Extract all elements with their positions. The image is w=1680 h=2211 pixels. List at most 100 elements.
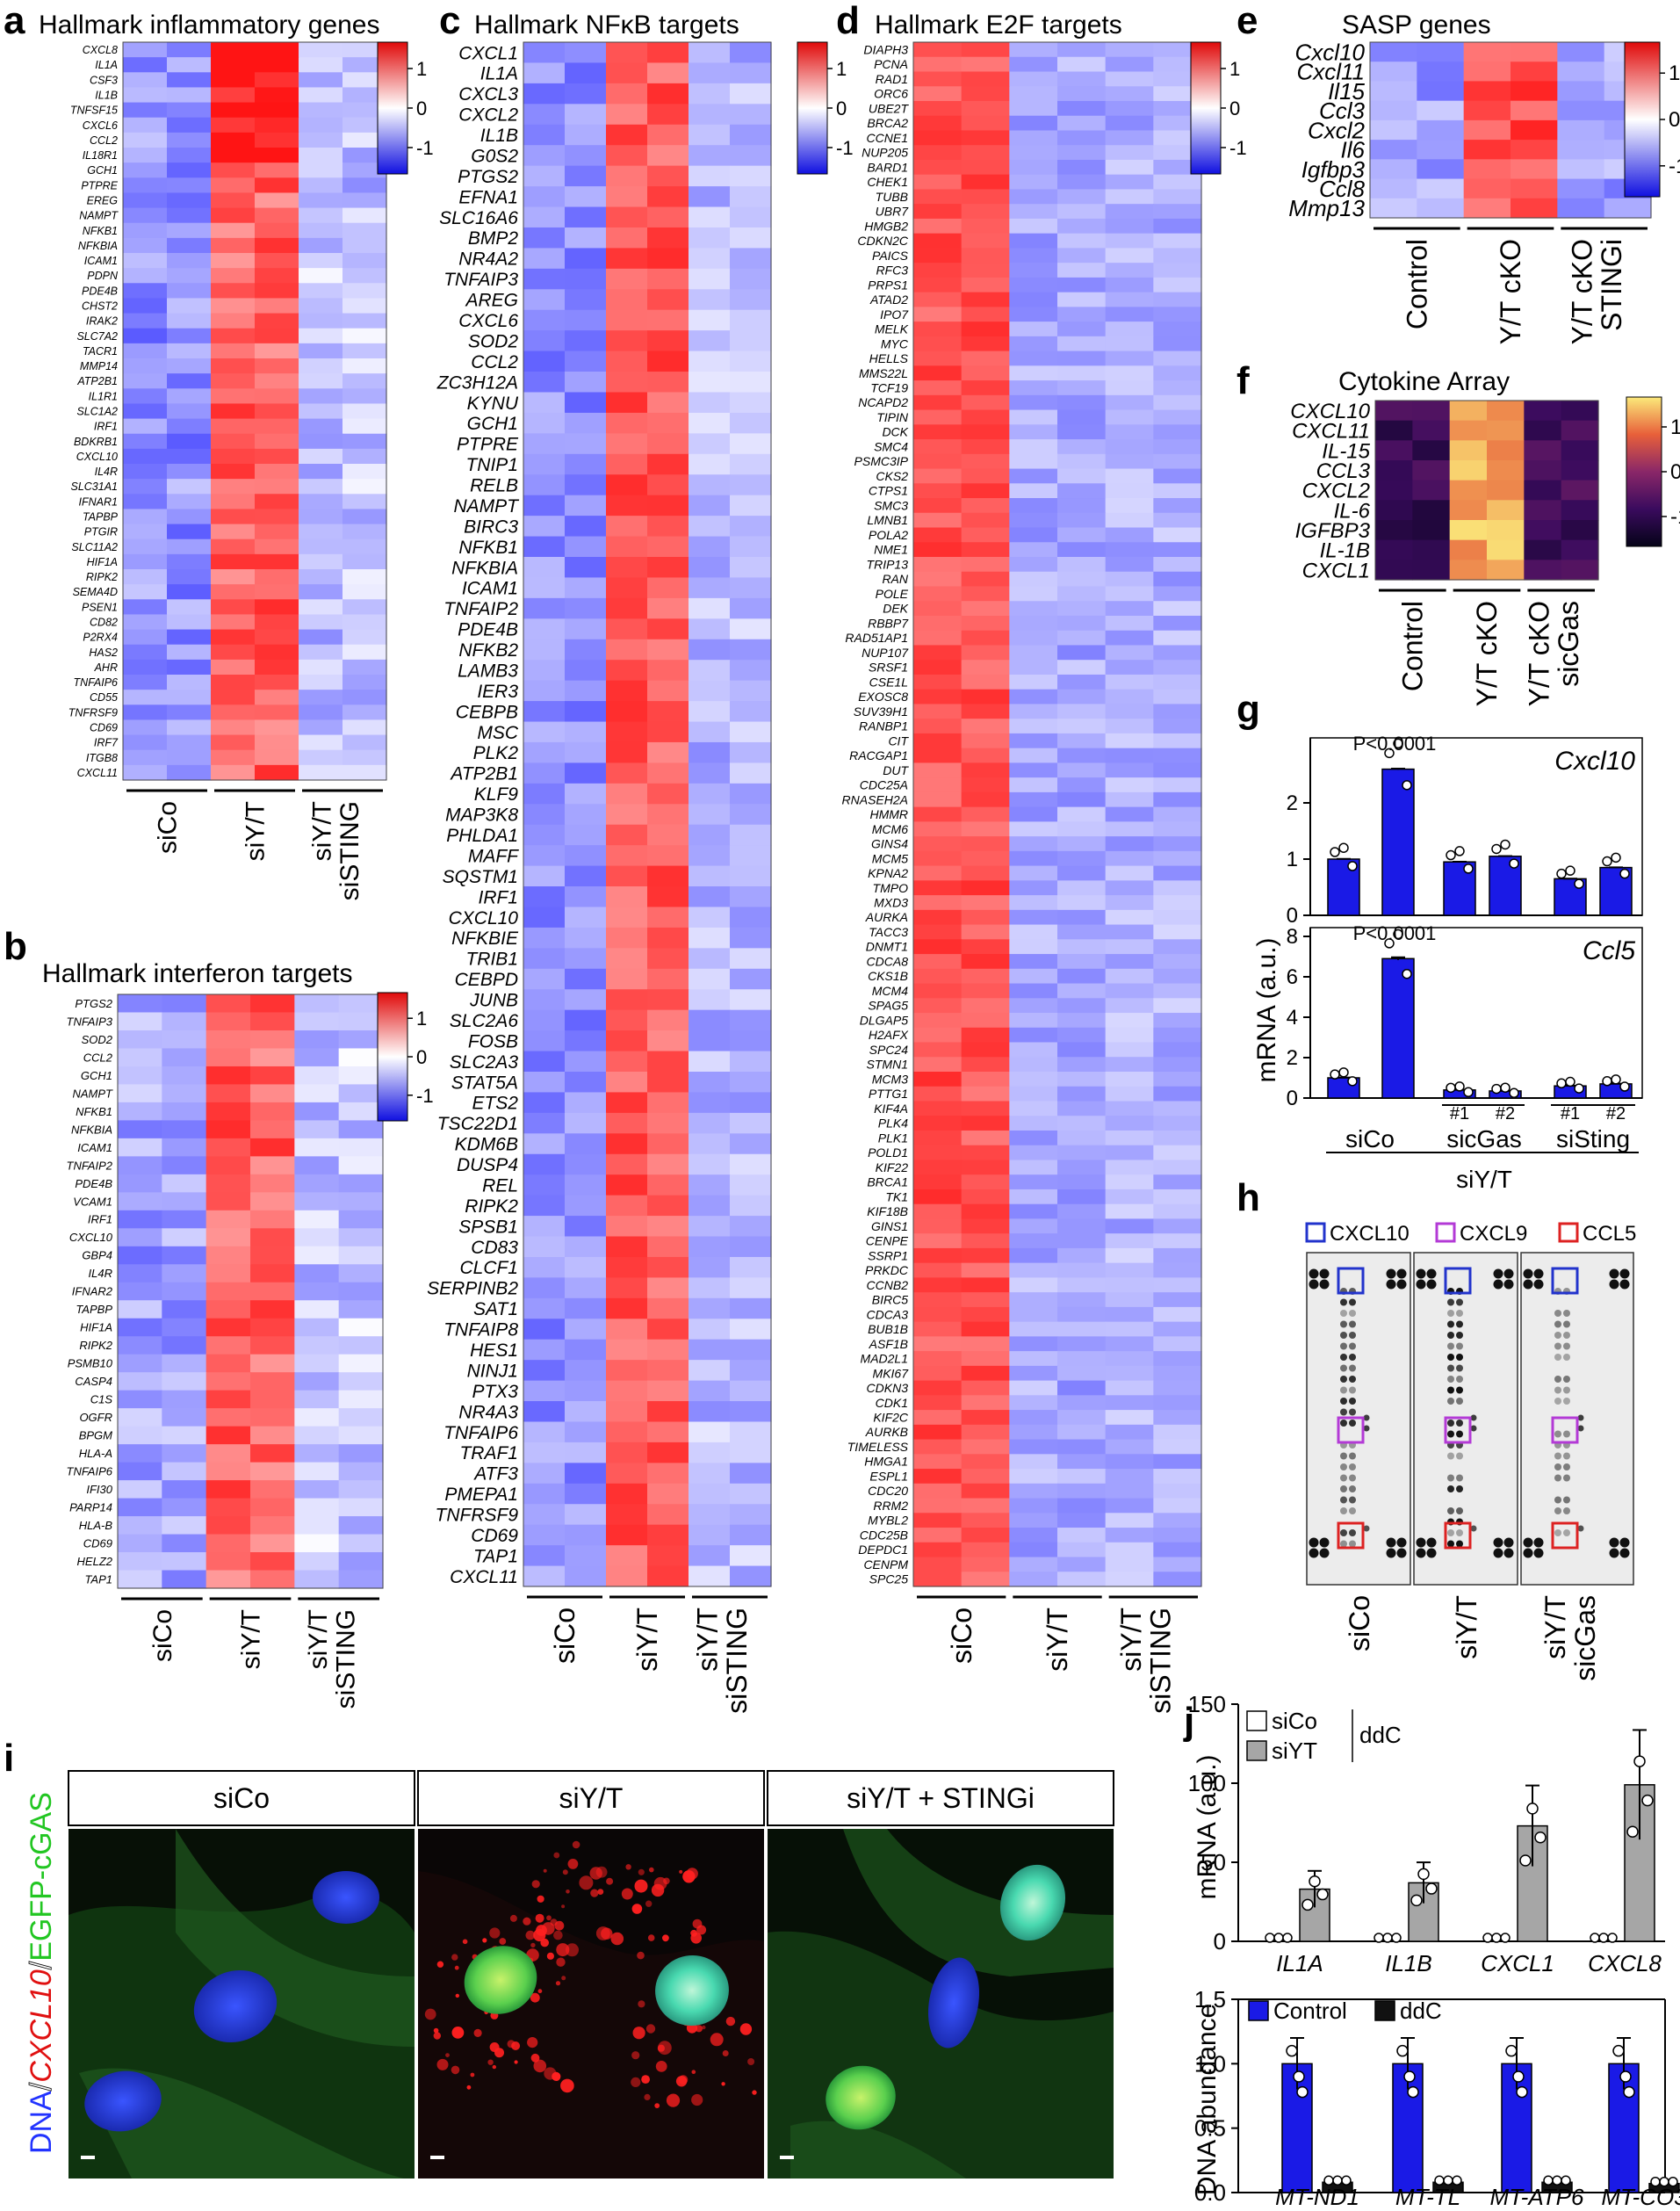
box-cxcl9 <box>1337 1416 1365 1444</box>
heatmap-cell <box>1417 198 1465 219</box>
heatmap-cell <box>167 163 212 178</box>
heatmap-cell <box>255 448 299 465</box>
heatmap-cell <box>961 42 1010 58</box>
heatmap-cell <box>647 1236 689 1258</box>
heatmap-cell <box>162 1354 207 1373</box>
heatmap-cell <box>961 218 1010 235</box>
heatmap-cell <box>647 1092 689 1114</box>
heatmap-cell <box>647 495 689 517</box>
group-label: Y/T cKO <box>1495 239 1526 344</box>
heatmap-cell <box>205 1120 251 1139</box>
heatmap-cell <box>211 418 256 435</box>
heatmap-cell <box>1009 542 1058 558</box>
heatmap-cell <box>167 328 212 344</box>
heatmap-cell <box>689 1319 731 1340</box>
heatmap-cell <box>211 237 256 254</box>
outer-label: siY/T <box>1456 1166 1512 1193</box>
heatmap-cell <box>961 645 1010 661</box>
heatmap-cell <box>913 336 963 352</box>
heatmap-cell <box>647 741 689 763</box>
heatmap-cell <box>689 350 731 372</box>
heatmap-cell <box>1153 836 1202 852</box>
heatmap-cell <box>730 42 772 64</box>
heatmap-cell <box>1153 1498 1202 1514</box>
gene-label: CXCL11 <box>77 767 118 779</box>
heatmap-cell <box>342 464 387 480</box>
heatmap-cell <box>162 1480 207 1499</box>
heatmap-cell <box>913 100 963 117</box>
heatmap-cell <box>162 1156 207 1175</box>
heatmap-cell <box>1057 1292 1107 1308</box>
heatmap-cell <box>647 62 689 84</box>
gene-label: PRKDC <box>865 1263 909 1277</box>
heatmap-cell <box>961 1174 1010 1190</box>
heatmap-cell <box>1105 748 1154 763</box>
heatmap-cell <box>913 1572 963 1587</box>
gene-label: GBP4 <box>82 1249 112 1262</box>
heatmap-cell <box>523 1277 566 1299</box>
heatmap-cell <box>118 1516 162 1535</box>
heatmap-cell <box>1057 571 1107 588</box>
gene-label: GCH1 <box>87 164 118 177</box>
heatmap-cell <box>299 749 343 766</box>
heatmap-cell <box>1009 557 1058 573</box>
heatmap-cell <box>1105 1469 1154 1485</box>
gene-label: TRAF1 <box>459 1443 518 1463</box>
heatmap-cell <box>523 124 566 146</box>
heatmap-cell <box>299 57 343 73</box>
heatmap-cell <box>647 886 689 908</box>
gene-label: MYBL2 <box>868 1514 908 1528</box>
heatmap-cell <box>647 536 689 558</box>
heatmap-cell <box>342 268 387 284</box>
heatmap-cell <box>338 1210 384 1229</box>
heatmap-cell <box>647 206 689 228</box>
heatmap-cell <box>961 1321 1010 1337</box>
gene-label: IRAK2 <box>86 315 118 328</box>
heatmap-cell <box>606 680 648 702</box>
heatmap-cell <box>730 886 772 908</box>
gene-label: SEMA4D <box>73 586 118 598</box>
heatmap-cell <box>255 704 299 721</box>
gene-label: CXCL1 <box>458 43 518 63</box>
heatmap-cell <box>123 448 168 465</box>
data-point <box>1286 2044 1298 2057</box>
heatmap-cell <box>913 1321 963 1337</box>
heatmap-cell <box>913 409 963 425</box>
heatmap-cell <box>606 516 648 538</box>
heatmap-cell <box>167 734 212 751</box>
heatmap-cell <box>294 1480 340 1499</box>
heatmap-cell <box>299 433 343 450</box>
heatmap-cell <box>961 1410 1010 1426</box>
heatmap-cell <box>730 1380 772 1402</box>
heatmap-cell <box>205 1102 251 1121</box>
group-label: Y/T cKO <box>1471 601 1503 706</box>
heatmap-cell <box>565 474 607 496</box>
gene-label: NINJ1 <box>467 1361 518 1381</box>
bar <box>1381 957 1415 1099</box>
heatmap-cell <box>730 701 772 723</box>
legend-label: ddC <box>1400 1998 1442 2024</box>
heatmap-cell <box>1057 1189 1107 1205</box>
heatmap-cell <box>913 968 963 985</box>
heatmap-cell <box>299 222 343 239</box>
heatmap-cell <box>523 1030 566 1052</box>
heatmap-cell <box>730 433 772 455</box>
gene-label: BRCA1 <box>867 1175 908 1189</box>
heatmap-cell <box>342 72 387 89</box>
gene-label: HAS2 <box>89 647 118 659</box>
heatmap-cell <box>299 283 343 300</box>
heatmap-cell <box>1375 401 1413 422</box>
heatmap-cell <box>961 601 1010 617</box>
gene-label: RFC3 <box>876 264 908 278</box>
legend-label-cxcl10: CXCL10 <box>1330 1222 1410 1246</box>
heatmap-cell <box>961 1483 1010 1499</box>
heatmap-cell <box>523 639 566 661</box>
heatmap-cell <box>523 412 566 434</box>
heatmap-cell <box>647 42 689 64</box>
heatmap-cell <box>1057 733 1107 749</box>
heatmap-cell <box>1105 821 1154 837</box>
heatmap-cell <box>1057 71 1107 87</box>
heatmap-cell <box>913 660 963 676</box>
heatmap-cell <box>1153 424 1202 440</box>
heatmap-cell <box>123 418 168 435</box>
